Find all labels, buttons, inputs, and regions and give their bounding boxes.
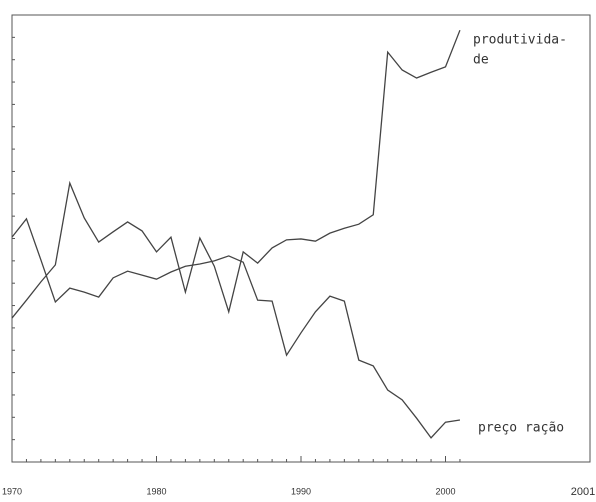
line-annotation: de <box>473 53 489 68</box>
x-tick-label: 2000 <box>435 486 455 496</box>
x-tick-label: 1970 <box>2 486 22 496</box>
x-tick-label: 1980 <box>146 486 166 496</box>
x-end-label: 2001 <box>571 486 595 498</box>
x-tick-label: 1990 <box>291 486 311 496</box>
line-annotation: produtivida- <box>473 33 567 48</box>
series-line <box>11 29 461 319</box>
series-line <box>11 217 461 439</box>
line-annotation: preço ração <box>478 421 564 436</box>
